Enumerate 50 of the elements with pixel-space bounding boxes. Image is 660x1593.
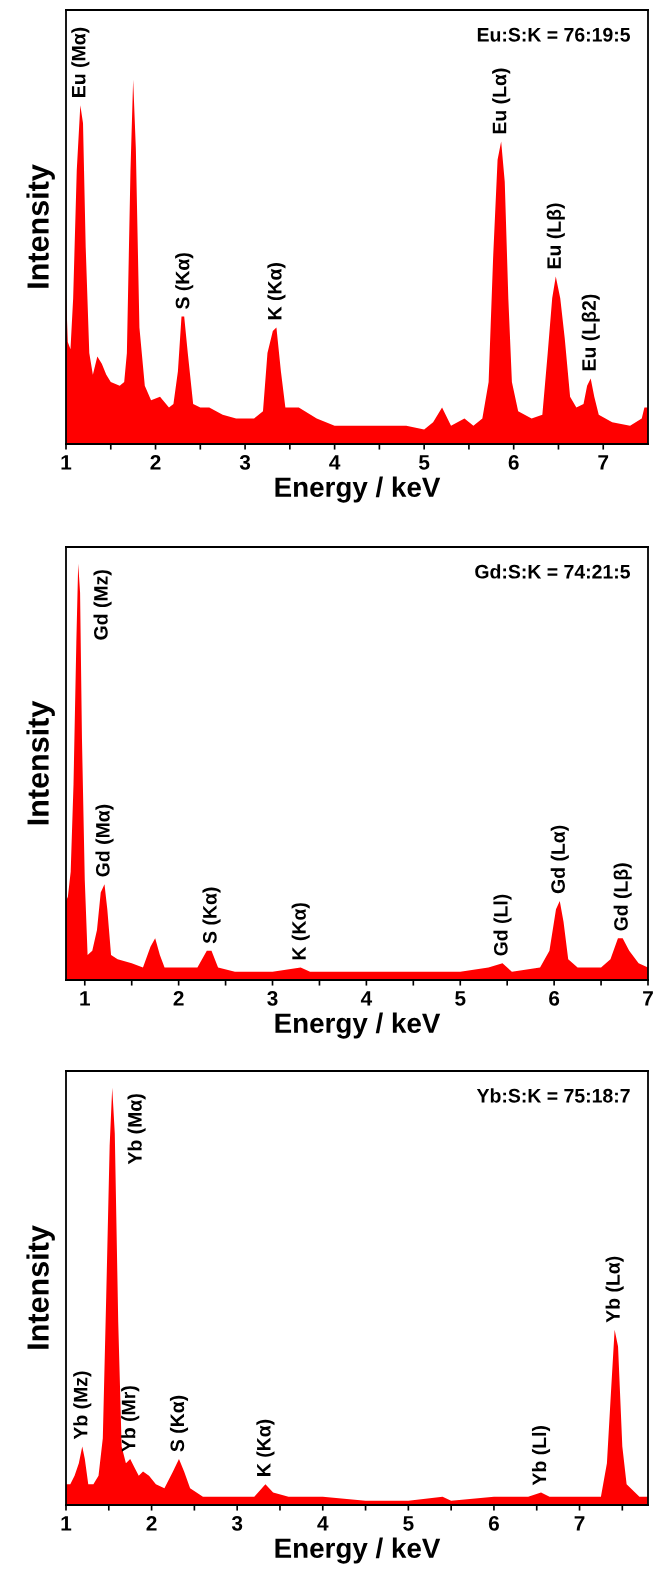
x-tick-label: 3	[231, 1515, 243, 1531]
annotation: Gd (Ll)	[493, 894, 512, 956]
x-tick-label: 5	[403, 1516, 414, 1531]
annotation: Gd:S:K = 74:21:5	[475, 564, 631, 579]
x-tick-label: 2	[173, 990, 184, 1006]
annotation: Yb (Ll)	[531, 1426, 551, 1486]
annotation: Gd (Lβ)	[613, 863, 632, 931]
annotation: K (Kα)	[291, 903, 310, 960]
text: Eu:S:K = 76:19:5	[477, 27, 631, 42]
x-tick-label: 3	[239, 454, 251, 470]
x-tick-label: 4	[317, 1516, 329, 1531]
annotation: Yb:S:K = 75:18:7	[476, 1088, 630, 1103]
annotation: Yb (Mr)	[121, 1386, 140, 1452]
annotation: K (Kα)	[267, 263, 286, 320]
x-tick-label: 7	[598, 455, 609, 470]
annotation: K (Kα)	[256, 1419, 275, 1476]
annotation: S (Kα)	[202, 887, 221, 944]
annotation: S (Kα)	[169, 1395, 189, 1452]
annotation: Yb (Mα)	[127, 1094, 146, 1165]
x-tick-label: 2	[146, 1515, 157, 1531]
x-tick-label: 7	[574, 1516, 585, 1531]
annotation: Gd (Mα)	[95, 804, 114, 877]
x-tick-label: 4	[360, 991, 373, 1006]
x-tick-label: 6	[488, 1515, 499, 1531]
annotation: S (Kα)	[175, 253, 194, 309]
annotation: Yb (Mz)	[73, 1371, 92, 1440]
x-axis-title: Energy / keV	[275, 476, 441, 503]
x-tick-label: 1	[61, 455, 72, 470]
annotation: Eu (Lβ2)	[581, 294, 600, 371]
x-tick-label: 5	[419, 455, 430, 470]
y-axis-title: Intensity	[26, 700, 55, 825]
y-axis-title: Intensity	[26, 164, 55, 288]
y-axis-title: Intensity	[26, 1225, 55, 1349]
annotation: Eu (Lβ)	[546, 203, 565, 269]
annotation: Yb (Lα)	[605, 1256, 624, 1323]
annotation: Eu (Mα)	[71, 27, 90, 97]
x-tick-label: 3	[267, 990, 278, 1006]
x-tick-label: 1	[80, 991, 90, 1006]
x-axis-title: Energy / keV	[275, 1537, 441, 1564]
annotation: Gd (Mz)	[93, 570, 112, 640]
x-tick-label: 4	[329, 455, 341, 470]
x-tick-label: 6	[508, 454, 519, 470]
annotation: Eu (Lα)	[492, 68, 511, 134]
annotation: Gd (Lα)	[550, 825, 569, 894]
x-tick-label: 7	[643, 991, 653, 1006]
x-tick-label: 2	[150, 454, 161, 470]
x-tick-label: 5	[455, 991, 466, 1006]
x-tick-label: 1	[61, 1516, 72, 1531]
x-tick-label: 6	[549, 990, 560, 1006]
x-axis-title: Energy / keV	[275, 1012, 441, 1039]
